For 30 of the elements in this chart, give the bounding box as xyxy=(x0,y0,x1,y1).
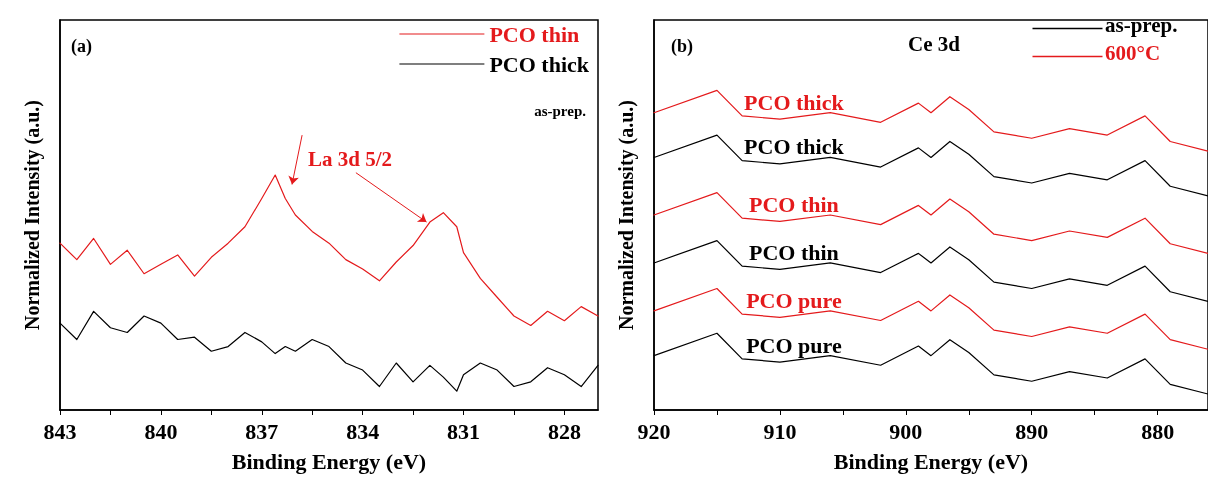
x-tick-label: 843 xyxy=(43,418,77,444)
x-tick-label: 837 xyxy=(245,418,279,444)
x-tick-label: 900 xyxy=(889,418,923,444)
x-tick-label: 890 xyxy=(1015,418,1049,444)
text: as-prep. xyxy=(534,102,587,119)
text: as-prep. xyxy=(1105,12,1178,37)
text: La 3d 5/2 xyxy=(308,146,393,171)
x-tick-label: 828 xyxy=(547,418,581,444)
series-label: PCO pure xyxy=(746,332,842,358)
x-tick-label: 834 xyxy=(346,418,380,444)
series-label: PCO thick xyxy=(744,89,845,115)
y-axis-title: Normalized Intensity (a.u.) xyxy=(615,100,638,330)
x-axis-title: Binding Energy (eV) xyxy=(833,448,1029,474)
x-axis-title: Binding Energy (eV) xyxy=(231,448,427,474)
y-axis-title: Normalized Intensity (a.u.) xyxy=(21,100,44,330)
x-tick-label: 880 xyxy=(1141,418,1175,444)
series-label: PCO thin xyxy=(748,191,839,217)
x-tick-label: 920 xyxy=(637,418,671,444)
series-label: PCO thin xyxy=(748,239,839,265)
text: 600°C xyxy=(1105,40,1161,65)
text: Ce 3d xyxy=(908,31,961,56)
x-tick-label: 831 xyxy=(447,418,480,444)
chart-title: (a) xyxy=(71,36,92,57)
chart-title: (b) xyxy=(671,36,693,57)
series-label: PCO pure xyxy=(746,287,842,313)
legend-label: PCO thick xyxy=(489,51,590,77)
series-label: PCO thick xyxy=(744,134,845,160)
legend-label: PCO thin xyxy=(489,21,580,47)
x-tick-label: 840 xyxy=(144,418,178,444)
x-tick-label: 910 xyxy=(763,418,797,444)
